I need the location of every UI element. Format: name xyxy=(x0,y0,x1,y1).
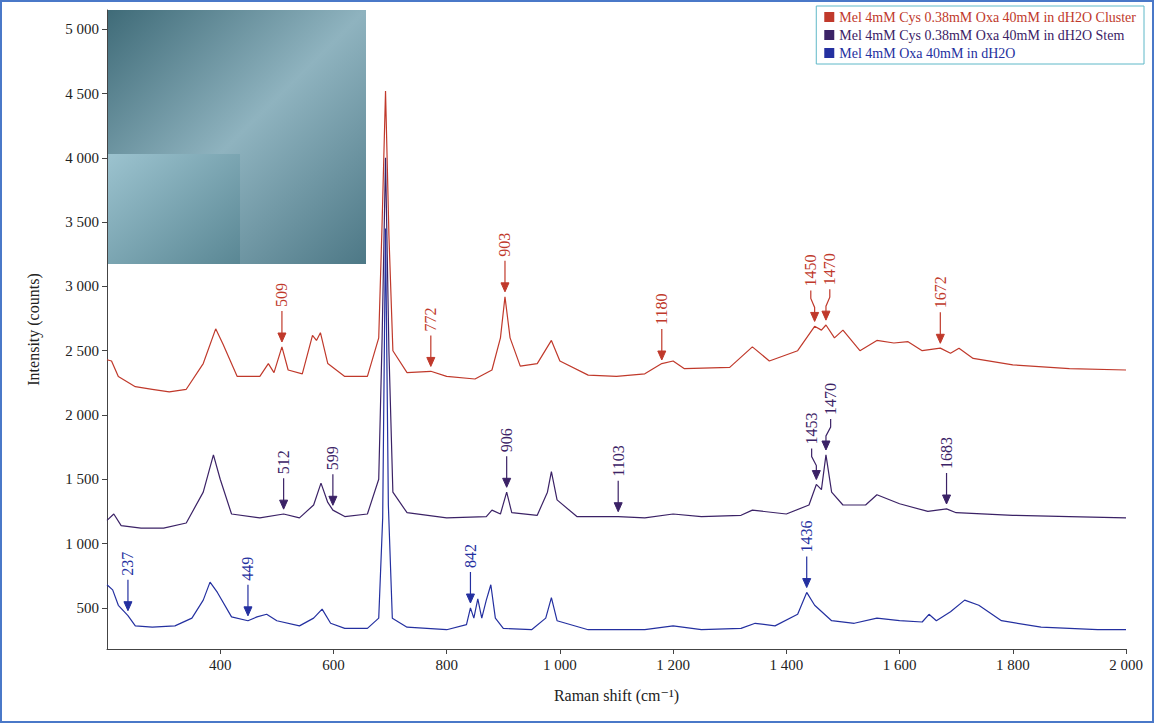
svg-text:Raman shift (cm⁻¹): Raman shift (cm⁻¹) xyxy=(554,687,679,705)
svg-text:1672: 1672 xyxy=(932,276,949,308)
svg-text:1683: 1683 xyxy=(938,437,955,469)
svg-text:1450: 1450 xyxy=(802,254,819,286)
svg-text:500: 500 xyxy=(77,600,100,616)
svg-text:5 000: 5 000 xyxy=(65,21,99,37)
svg-text:1470: 1470 xyxy=(822,383,839,415)
svg-text:Mel 4mM Oxa 40mM in dH2O: Mel 4mM Oxa 40mM in dH2O xyxy=(839,46,1015,61)
svg-text:800: 800 xyxy=(435,657,458,673)
svg-text:4 500: 4 500 xyxy=(65,86,99,102)
svg-text:1103: 1103 xyxy=(610,445,627,476)
svg-text:903: 903 xyxy=(496,233,513,257)
svg-text:449: 449 xyxy=(239,557,256,581)
svg-text:Intensity (counts): Intensity (counts) xyxy=(25,273,43,385)
svg-text:1 600: 1 600 xyxy=(883,657,917,673)
svg-text:Mel 4mM Cys 0.38mM Oxa 40mM in: Mel 4mM Cys 0.38mM Oxa 40mM in dH2O Clus… xyxy=(839,10,1136,25)
svg-text:1453: 1453 xyxy=(803,413,820,445)
svg-text:2 000: 2 000 xyxy=(65,407,99,423)
svg-text:1436: 1436 xyxy=(798,521,815,553)
svg-text:1470: 1470 xyxy=(821,253,838,285)
svg-text:1 400: 1 400 xyxy=(769,657,803,673)
svg-text:599: 599 xyxy=(324,446,341,470)
svg-text:1 000: 1 000 xyxy=(543,657,577,673)
svg-text:3 000: 3 000 xyxy=(65,278,99,294)
svg-text:4 000: 4 000 xyxy=(65,150,99,166)
svg-text:400: 400 xyxy=(209,657,232,673)
svg-text:2 000: 2 000 xyxy=(1109,657,1143,673)
svg-text:1 800: 1 800 xyxy=(996,657,1030,673)
svg-text:1 200: 1 200 xyxy=(656,657,690,673)
svg-text:512: 512 xyxy=(275,450,292,474)
svg-text:237: 237 xyxy=(119,552,136,576)
svg-text:842: 842 xyxy=(462,544,479,568)
svg-text:772: 772 xyxy=(422,307,439,331)
svg-text:1 500: 1 500 xyxy=(65,471,99,487)
svg-text:600: 600 xyxy=(322,657,345,673)
svg-text:1 000: 1 000 xyxy=(65,536,99,552)
svg-text:2 500: 2 500 xyxy=(65,343,99,359)
svg-text:3 500: 3 500 xyxy=(65,214,99,230)
svg-text:Mel 4mM Cys 0.38mM Oxa 40mM in: Mel 4mM Cys 0.38mM Oxa 40mM in dH2O Stem xyxy=(839,28,1124,43)
svg-text:906: 906 xyxy=(498,428,515,452)
svg-text:509: 509 xyxy=(273,283,290,307)
svg-text:1180: 1180 xyxy=(653,294,670,325)
